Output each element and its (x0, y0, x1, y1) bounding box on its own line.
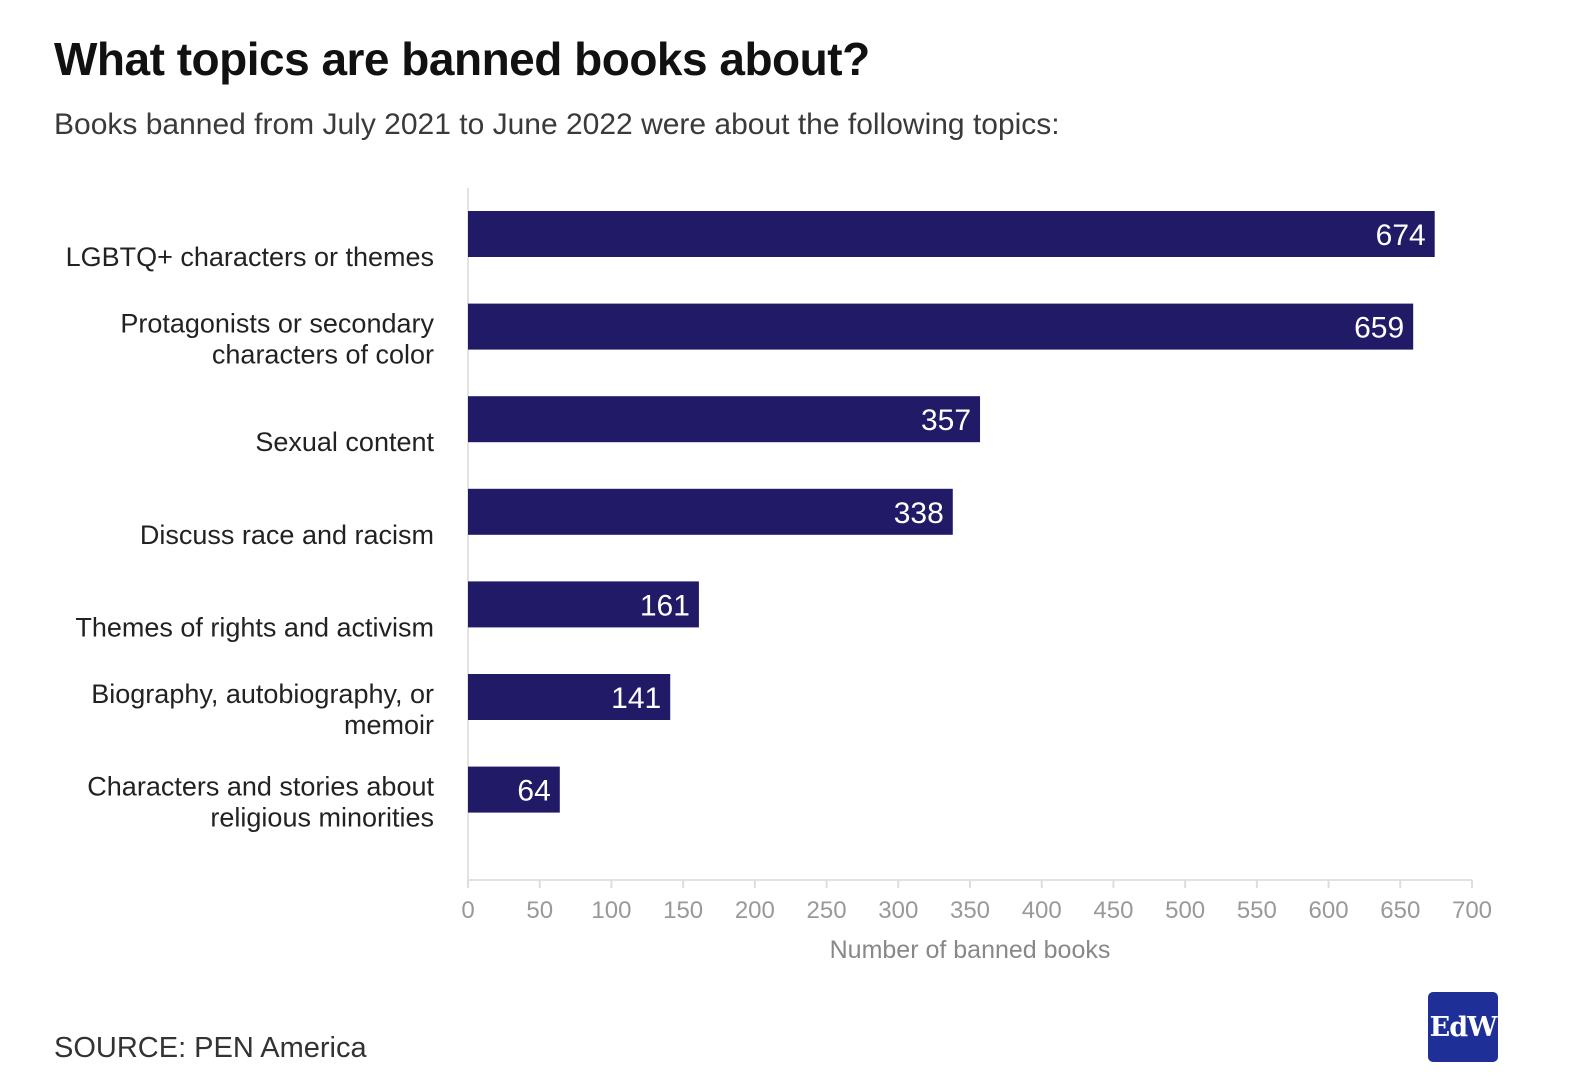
x-tick-label: 550 (1237, 897, 1277, 924)
bar-value-label: 161 (640, 589, 690, 622)
x-tick-label: 50 (526, 897, 553, 924)
x-axis-title: Number of banned books (830, 936, 1111, 964)
x-tick-label: 450 (1093, 897, 1133, 924)
bar-chart: 0 50 100 150 200 250 300 350 400 450 500 550 600 650 7… (66, 188, 1492, 964)
category-label: characters of color (212, 340, 434, 370)
bar-value-label: 141 (611, 682, 661, 715)
category-label: Characters and stories about (87, 772, 434, 802)
bar (468, 396, 981, 443)
bar-value-label: 338 (894, 497, 944, 530)
category-label: religious minorities (210, 803, 434, 833)
bar-value-label: 659 (1354, 312, 1404, 345)
category-label: Sexual content (255, 427, 434, 457)
x-tick-label: 400 (1022, 897, 1062, 924)
x-tick-label: 600 (1309, 897, 1349, 924)
bar (468, 581, 699, 628)
source-note: SOURCE: PEN America (54, 1032, 367, 1064)
x-tick-label: 350 (950, 897, 990, 924)
x-tick-label: 500 (1165, 897, 1205, 924)
bar-value-label: 674 (1376, 219, 1426, 252)
x-tick-label: 300 (878, 897, 918, 924)
category-label: Biography, autobiography, or (91, 679, 434, 709)
x-tick-label: 200 (735, 897, 775, 924)
chart-title: What topics are banned books about? (54, 33, 870, 85)
x-tick-label: 0 (461, 897, 474, 924)
edw-logo: EdW (1428, 992, 1498, 1062)
x-tick-label: 100 (591, 897, 631, 924)
category-label: Protagonists or secondary (120, 309, 434, 339)
bar (468, 303, 1414, 350)
bar-value-label: 357 (921, 404, 971, 437)
x-tick-label: 150 (663, 897, 703, 924)
x-tick-label: 700 (1452, 897, 1492, 924)
bar (468, 674, 671, 720)
bar (468, 211, 1435, 257)
x-tick-label: 650 (1380, 897, 1420, 924)
x-tick-label: 250 (807, 897, 847, 924)
chart-subtitle: Books banned from July 2021 to June 2022… (54, 108, 1060, 141)
category-label: Themes of rights and activism (75, 612, 434, 642)
bar-value-label: 64 (517, 775, 550, 808)
bar (468, 766, 560, 813)
bar (468, 488, 953, 535)
category-label: memoir (344, 710, 434, 740)
category-label: Discuss race and racism (140, 520, 434, 550)
category-label: LGBTQ+ characters or themes (66, 242, 434, 272)
